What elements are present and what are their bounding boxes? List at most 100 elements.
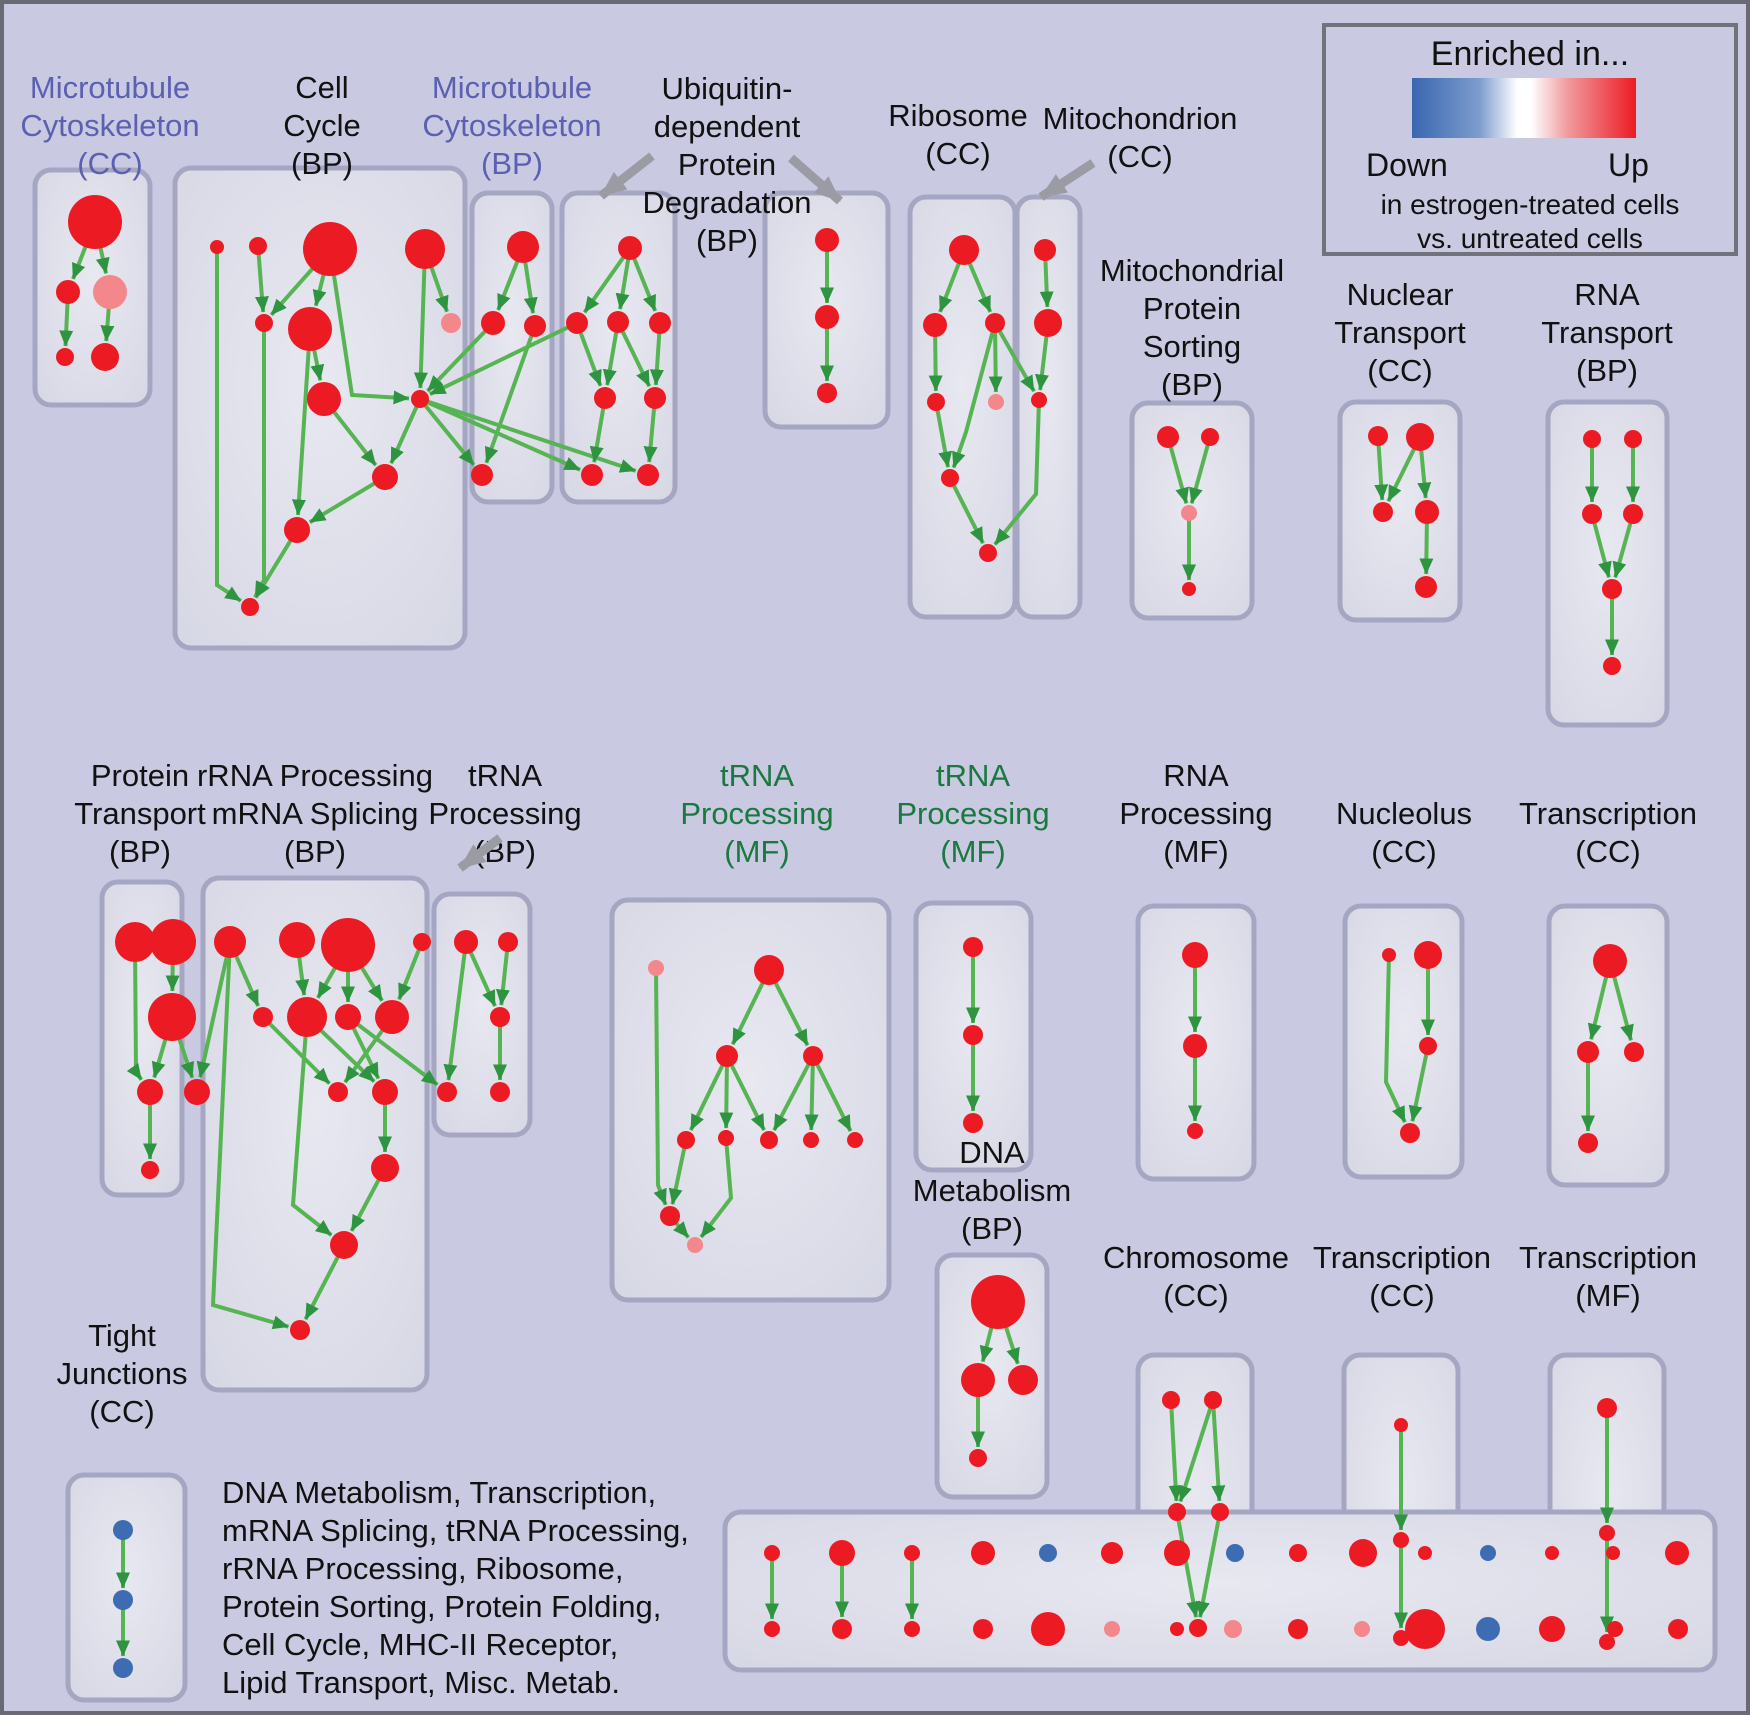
go-term-node-wt9 <box>1289 1544 1307 1562</box>
edge-ch2-ch4 <box>1211 1399 1226 1502</box>
edge-rb3-rb6 <box>951 322 997 469</box>
go-term-node-t1 <box>1394 1418 1408 1432</box>
edge-mp2-mp3 <box>1189 436 1212 504</box>
group-box-rrna <box>200 875 430 1393</box>
go-term-node-wt8 <box>1226 1544 1244 1562</box>
go-term-node-dm3 <box>1008 1365 1038 1395</box>
go-term-node-wb1 <box>764 1621 780 1637</box>
go-term-node-r11 <box>372 1079 398 1105</box>
edge-ch1-ch3 <box>1168 1399 1183 1502</box>
go-term-node-wt6 <box>1101 1542 1123 1564</box>
go-term-node-wt4 <box>971 1541 995 1565</box>
rnaproc-label: RNA Processing (MF) <box>1119 758 1272 869</box>
go-term-node-c6 <box>288 307 332 351</box>
go-term-node-wb9 <box>1288 1619 1308 1639</box>
go-term-node-tb3 <box>490 1007 510 1027</box>
edge-q2-q5 <box>575 322 603 387</box>
legend-gradient-bar <box>1412 78 1636 138</box>
go-term-node-c11 <box>284 517 310 543</box>
edge-c9-m4 <box>418 397 476 467</box>
go-term-node-q4 <box>649 312 671 334</box>
edge-tm4-tm8 <box>804 1055 819 1131</box>
go-term-node-r3 <box>279 922 315 958</box>
go-term-node-mp1 <box>1157 426 1179 448</box>
ptrans-label: Protein Transport (BP) <box>74 758 206 869</box>
go-term-node-ra3 <box>1582 504 1602 524</box>
go-term-node-wb13 <box>1539 1616 1565 1642</box>
edge-r6-r13 <box>290 1016 333 1237</box>
go-term-node-r13 <box>330 1231 358 1259</box>
go-term-node-p3 <box>148 993 196 1041</box>
edge-tm3-tm7 <box>725 1055 766 1132</box>
edge-tm1-tm10 <box>653 967 668 1206</box>
go-term-node-rb1 <box>949 235 979 265</box>
edge-c10-c11 <box>308 475 387 524</box>
go-term-node-mt2 <box>1034 309 1062 337</box>
go-term-node-wb2 <box>832 1619 852 1639</box>
go-term-node-ch4 <box>1211 1503 1229 1521</box>
go-term-node-r5 <box>253 1007 273 1027</box>
edge-tm6-tm11 <box>699 1137 734 1239</box>
go-term-node-wt14 <box>1606 1546 1620 1560</box>
go-term-node-tb5 <box>490 1082 510 1102</box>
mtbp-label: Microtubule Cytoskeleton (BP) <box>422 70 601 181</box>
go-term-node-tm8 <box>803 1132 819 1148</box>
go-term-node-wb5 <box>1031 1612 1065 1646</box>
tj-label: Tight Junctions (CC) <box>57 1318 188 1429</box>
go-term-node-f2 <box>1599 1525 1615 1541</box>
go-term-node-ra4 <box>1623 504 1643 524</box>
edge-q2-c9 <box>429 321 578 397</box>
ubiq-label: Ubiquitin-dependent Protein Degradation (BP… <box>643 71 812 258</box>
go-term-node-c8 <box>307 382 341 416</box>
edge-m2-c9 <box>426 321 495 393</box>
go-term-node-c1 <box>210 240 224 254</box>
go-term-node-rp3 <box>1187 1123 1203 1139</box>
go-term-node-q8 <box>637 464 659 486</box>
go-term-node-a2 <box>56 280 80 304</box>
go-term-node-tm3 <box>716 1045 738 1067</box>
go-term-node-tb2 <box>498 932 518 952</box>
go-term-node-wb11 <box>1405 1609 1445 1649</box>
trnamf2-label: tRNA Processing (MF) <box>896 758 1049 869</box>
edge-c2-c5 <box>254 245 269 313</box>
go-term-node-p4 <box>137 1079 163 1105</box>
go-term-node-ra6 <box>1603 657 1621 675</box>
ntrans-label: Nuclear Transport (CC) <box>1334 277 1466 388</box>
go-term-node-wt7 <box>1164 1540 1190 1566</box>
legend-box: Enriched in... Down Up in estrogen-treat… <box>1322 23 1738 256</box>
go-term-node-wb12 <box>1476 1617 1500 1641</box>
edge-c9-q7 <box>419 397 581 472</box>
edge-nl3-nl4 <box>1408 1045 1430 1122</box>
go-term-node-wb14 <box>1607 1621 1623 1637</box>
edge-rb4-rb6 <box>934 401 953 468</box>
go-term-node-ch2 <box>1204 1391 1222 1409</box>
go-term-node-m3 <box>524 315 546 337</box>
go-term-node-tc2 <box>1577 1041 1599 1063</box>
edge-tm4-tm9 <box>811 1055 853 1132</box>
go-term-node-q7 <box>581 464 603 486</box>
go-term-node-tm10 <box>660 1206 680 1226</box>
go-term-node-n2 <box>963 1025 983 1045</box>
mps-label: Mitochondrial Protein Sorting (BP) <box>1100 253 1284 402</box>
group-box-widebox <box>722 1509 1718 1673</box>
go-term-node-nt4 <box>1415 500 1439 524</box>
go-term-node-c10 <box>372 464 398 490</box>
go-term-node-wt11 <box>1418 1546 1432 1560</box>
edge-r2-r1 <box>196 941 232 1078</box>
edge-c3-c9 <box>328 248 410 405</box>
go-term-node-r10 <box>328 1082 348 1102</box>
go-term-node-rb7 <box>979 544 997 562</box>
go-term-node-tm7 <box>760 1131 778 1149</box>
go-term-node-nl3 <box>1419 1037 1437 1055</box>
go-term-node-tc3 <box>1624 1042 1644 1062</box>
group-box-nucleolus <box>1342 903 1465 1180</box>
edge-r7-tb4 <box>346 1015 439 1087</box>
go-term-node-ra2 <box>1624 430 1642 448</box>
go-term-node-t3 <box>1393 1630 1409 1646</box>
go-term-node-r14 <box>290 1320 310 1340</box>
go-term-node-a4 <box>56 348 74 366</box>
go-term-node-c9 <box>411 390 429 408</box>
